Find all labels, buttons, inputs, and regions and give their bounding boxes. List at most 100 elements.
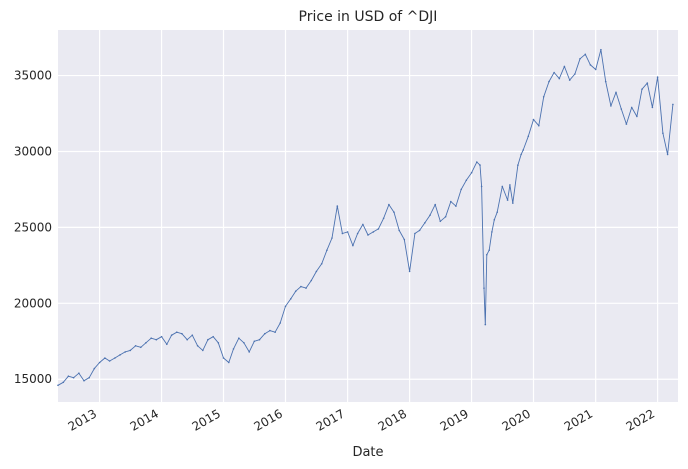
data-point bbox=[186, 338, 188, 341]
x-tick-label: 2020 bbox=[500, 406, 533, 433]
x-axis-title: Date bbox=[352, 445, 383, 460]
data-point bbox=[320, 263, 323, 265]
data-point bbox=[119, 354, 121, 356]
data-point bbox=[336, 205, 339, 207]
data-point bbox=[450, 200, 452, 203]
data-point bbox=[62, 381, 65, 384]
data-point bbox=[610, 105, 612, 107]
x-tick-label: 2013 bbox=[66, 406, 99, 433]
data-point bbox=[232, 348, 235, 350]
data-point bbox=[196, 345, 199, 347]
y-tick-label: 15000 bbox=[14, 372, 52, 386]
x-tick-label: 2017 bbox=[314, 406, 347, 433]
data-point bbox=[150, 337, 152, 340]
data-point bbox=[641, 88, 643, 90]
data-point bbox=[615, 91, 617, 94]
data-point bbox=[346, 231, 349, 233]
data-point bbox=[486, 253, 488, 256]
data-point bbox=[279, 322, 282, 324]
data-point bbox=[574, 73, 576, 75]
data-point bbox=[527, 135, 530, 138]
data-point bbox=[600, 48, 602, 51]
data-point bbox=[465, 179, 468, 182]
data-point bbox=[651, 106, 654, 109]
data-point bbox=[625, 123, 628, 125]
data-point bbox=[594, 68, 597, 71]
data-point bbox=[264, 332, 266, 335]
data-point bbox=[520, 153, 522, 156]
data-point bbox=[488, 249, 491, 251]
data-point bbox=[646, 82, 649, 84]
data-point bbox=[290, 298, 292, 300]
data-point bbox=[620, 108, 623, 110]
data-point bbox=[98, 361, 101, 364]
data-point bbox=[377, 228, 380, 230]
data-point bbox=[568, 79, 571, 81]
data-point bbox=[114, 357, 116, 359]
x-tick-label: 2021 bbox=[562, 406, 595, 433]
data-point bbox=[388, 203, 390, 206]
data-point bbox=[124, 351, 126, 353]
data-point bbox=[140, 346, 142, 349]
data-point bbox=[479, 164, 481, 166]
data-point bbox=[367, 234, 369, 236]
data-point bbox=[656, 76, 659, 78]
data-point bbox=[300, 285, 302, 288]
series-layer bbox=[57, 48, 674, 387]
data-point bbox=[414, 232, 416, 235]
x-tick-label: 2018 bbox=[376, 406, 409, 433]
data-point bbox=[238, 337, 240, 340]
data-point bbox=[160, 335, 163, 338]
data-point bbox=[604, 80, 607, 83]
data-point bbox=[176, 331, 178, 334]
data-point bbox=[483, 287, 485, 289]
x-tick-label: 2014 bbox=[128, 406, 161, 433]
data-point bbox=[434, 203, 437, 206]
data-point bbox=[548, 80, 550, 83]
data-point bbox=[356, 232, 359, 235]
data-point bbox=[269, 329, 271, 332]
data-point bbox=[429, 214, 431, 216]
data-point bbox=[284, 305, 287, 308]
data-point bbox=[484, 323, 487, 326]
gridlines bbox=[58, 30, 678, 402]
data-point bbox=[589, 64, 592, 66]
data-point bbox=[501, 185, 504, 188]
data-point bbox=[181, 332, 183, 335]
data-point bbox=[579, 58, 581, 60]
data-point bbox=[584, 53, 587, 56]
data-point bbox=[78, 372, 80, 375]
data-point bbox=[212, 335, 214, 338]
data-point bbox=[331, 237, 333, 239]
x-tick-label: 2015 bbox=[190, 406, 223, 433]
data-point bbox=[72, 376, 75, 379]
plot-area bbox=[58, 30, 678, 402]
data-point bbox=[207, 338, 209, 341]
data-point bbox=[506, 199, 509, 201]
x-axis-ticks: 2013 2014 2015 2016 2017 2018 2019 2020 2021 2022 bbox=[66, 406, 657, 433]
y-tick-label: 25000 bbox=[14, 220, 52, 234]
data-point bbox=[517, 164, 519, 166]
data-point bbox=[558, 77, 561, 80]
x-tick-label: 2016 bbox=[252, 406, 285, 433]
data-point bbox=[166, 343, 168, 346]
data-point bbox=[491, 231, 493, 233]
data-point bbox=[222, 357, 225, 359]
data-point bbox=[362, 223, 364, 226]
data-point bbox=[258, 338, 261, 341]
data-point bbox=[93, 367, 96, 370]
data-point bbox=[662, 132, 664, 134]
data-point bbox=[630, 106, 633, 109]
data-point bbox=[326, 249, 328, 251]
data-point bbox=[509, 184, 511, 186]
x-tick-label: 2022 bbox=[624, 406, 657, 433]
data-point bbox=[460, 188, 463, 191]
data-point bbox=[274, 331, 276, 334]
data-point bbox=[672, 103, 674, 106]
data-point bbox=[305, 287, 307, 289]
data-point bbox=[134, 345, 137, 347]
data-point bbox=[553, 71, 555, 74]
y-axis-ticks: 15000 20000 25000 30000 35000 bbox=[14, 69, 52, 387]
